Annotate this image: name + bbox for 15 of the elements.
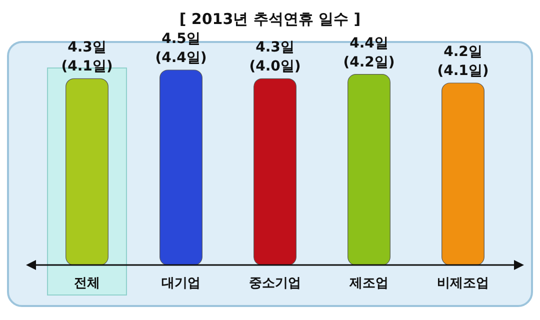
data-label: 4.3일 (4.0일) — [249, 40, 301, 75]
data-label: 4.5일 (4.4일) — [155, 31, 207, 66]
data-label: 4.2일 (4.1일) — [437, 44, 489, 79]
x-tick-label: 제조업 — [348, 276, 388, 291]
bar — [348, 74, 390, 266]
bar — [254, 78, 296, 266]
chart-title: [ 2013년 추석연휴 일수 ] — [179, 10, 361, 28]
x-tick-label: 대기업 — [162, 276, 200, 291]
x-tick-label: 중소기업 — [249, 276, 301, 291]
data-label: 4.3일 (4.1일) — [61, 40, 113, 75]
x-tick-label: 비제조업 — [437, 276, 489, 291]
bar — [160, 70, 202, 266]
bar — [442, 82, 484, 266]
data-label: 4.4일 (4.2일) — [343, 35, 395, 70]
x-tick-label: 전체 — [74, 276, 100, 291]
